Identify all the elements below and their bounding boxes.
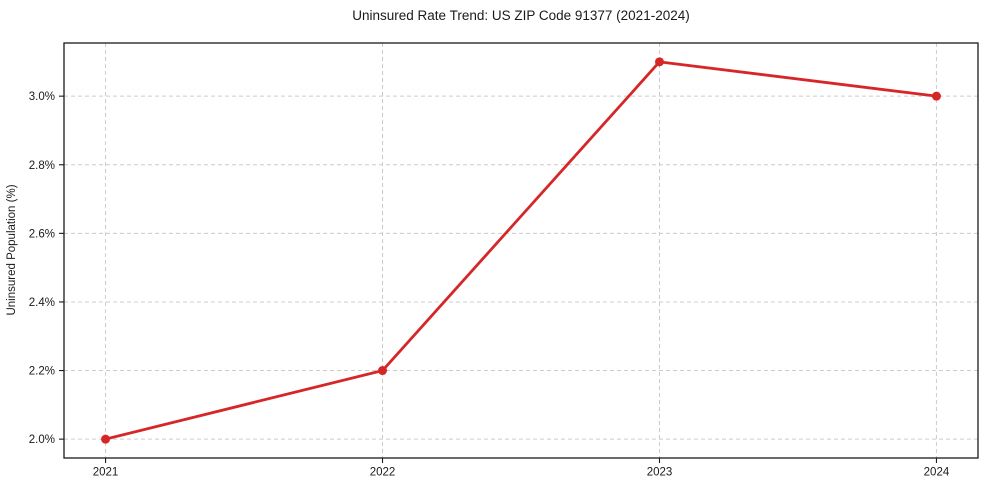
x-tick-label: 2023 <box>647 467 673 479</box>
y-tick-label: 2.2% <box>29 366 55 378</box>
x-tick-label: 2022 <box>370 467 396 479</box>
y-tick-label: 2.6% <box>29 228 55 240</box>
x-tick-label: 2021 <box>93 467 119 479</box>
data-point-2021 <box>101 434 111 444</box>
grid-layer <box>64 43 978 458</box>
trend-line <box>104 60 938 441</box>
chart-title: Uninsured Rate Trend: US ZIP Code 91377 … <box>352 8 689 23</box>
y-tick-label: 2.8% <box>29 160 55 172</box>
y-axis-label: Uninsured Population (%) <box>6 184 18 315</box>
data-point-2024 <box>931 91 941 101</box>
y-tick-label: 3.0% <box>29 91 55 103</box>
x-tick-label: 2024 <box>924 467 950 479</box>
data-point-2022 <box>378 366 388 376</box>
y-tick-label: 2.0% <box>29 434 55 446</box>
data-point-2023 <box>654 57 664 67</box>
plot-frame <box>63 42 979 459</box>
series-layer <box>101 57 941 444</box>
y-tick-label: 2.4% <box>29 297 55 309</box>
ticks-layer: 2021 2022 2023 2024 2.0% 2.2% 2.4% 2.6% 2.8% 3.0% <box>29 91 950 478</box>
